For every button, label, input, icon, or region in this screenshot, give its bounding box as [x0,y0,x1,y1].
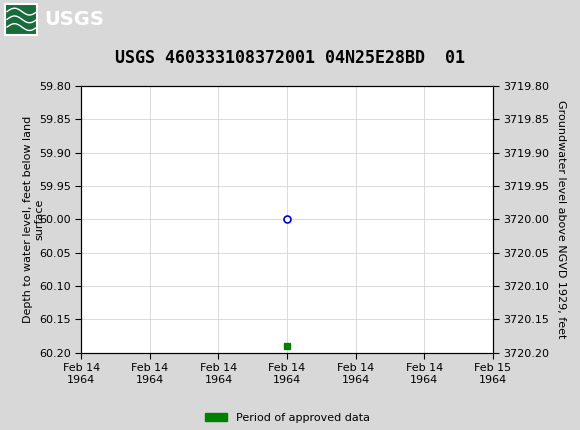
Y-axis label: Groundwater level above NGVD 1929, feet: Groundwater level above NGVD 1929, feet [556,100,566,338]
Legend: Period of approved data: Period of approved data [200,408,374,427]
Text: USGS 460333108372001 04N25E28BD  01: USGS 460333108372001 04N25E28BD 01 [115,49,465,67]
Bar [5,4,37,35]
Text: USGS: USGS [44,10,104,29]
Y-axis label: Depth to water level, feet below land
surface: Depth to water level, feet below land su… [23,116,44,323]
